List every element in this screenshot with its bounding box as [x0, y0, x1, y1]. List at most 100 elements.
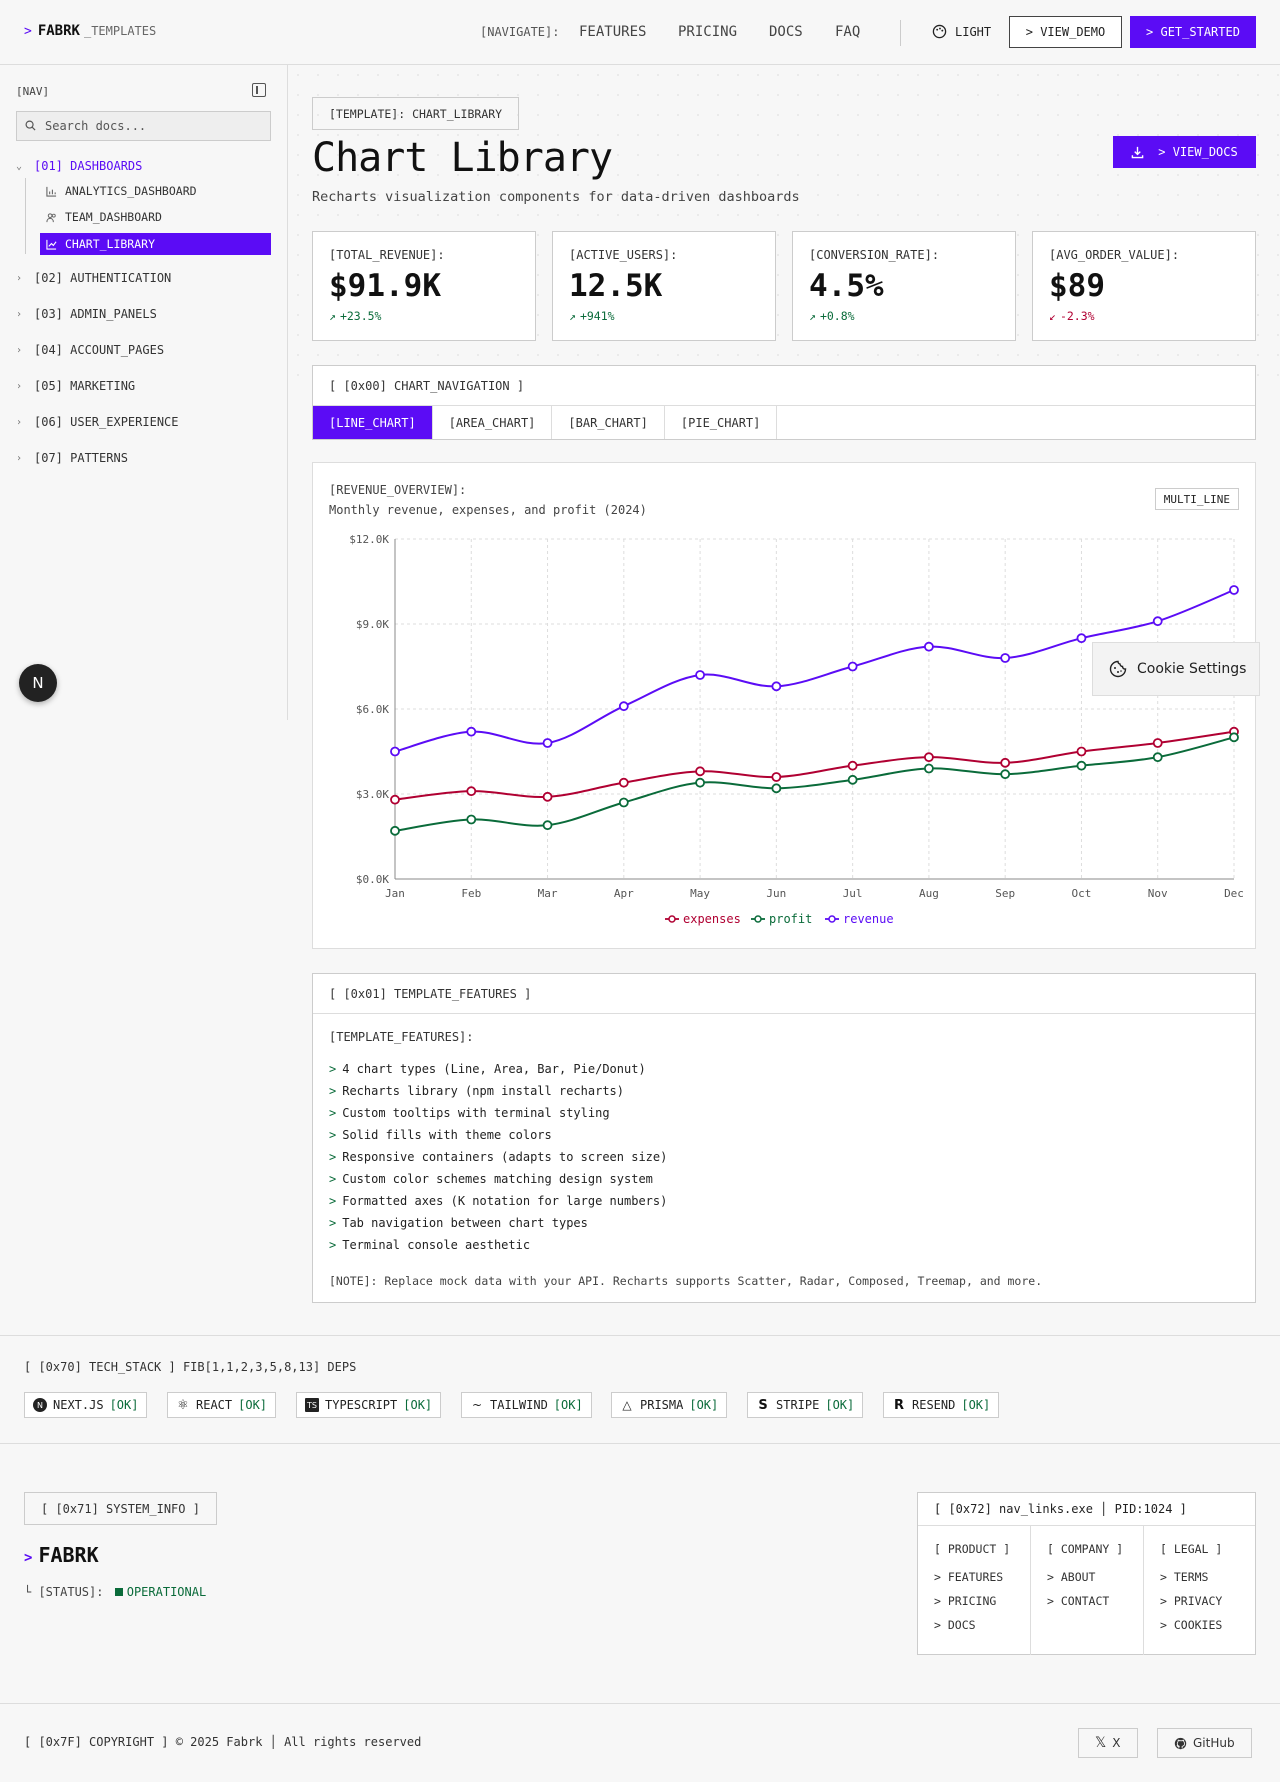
sidebar-section-account-pages[interactable]: › [04] ACCOUNT_PAGES — [16, 343, 164, 357]
collapse-sidebar-icon[interactable] — [252, 83, 266, 97]
sidebar: [NAV] Search docs... ⌄ [01] DASHBOARDS AN… — [0, 65, 288, 720]
x-tick-label: Jan — [385, 887, 405, 900]
y-tick-label: $6.0K — [356, 703, 389, 716]
data-point-expenses — [390, 794, 400, 805]
tab-bar-chart[interactable]: [BAR_CHART] — [552, 406, 665, 439]
footer-link-terms[interactable]: > TERMS — [1160, 1570, 1209, 1584]
footer-link-docs[interactable]: > DOCS — [934, 1618, 976, 1632]
sidebar-section-dashboards[interactable]: ⌄ [01] DASHBOARDS — [16, 159, 142, 173]
footer-link-cookies[interactable]: > COOKIES — [1160, 1618, 1223, 1632]
chevron-right-icon: › — [16, 344, 23, 356]
nextjs-logo-icon: N — [33, 1398, 47, 1412]
x-tick-label: Feb — [461, 887, 481, 900]
feature-item: > Terminal console aesthetic — [329, 1238, 531, 1252]
stat-delta: ↗ +941% — [569, 309, 615, 323]
data-point-expenses — [695, 766, 705, 777]
nextjs-dev-badge[interactable]: N — [19, 664, 57, 702]
view-docs-button[interactable]: > VIEW_DOCS — [1113, 136, 1256, 168]
footer-link-contact[interactable]: > CONTACT — [1047, 1594, 1110, 1608]
github-icon — [1174, 1737, 1187, 1749]
subitem-label: ANALYTICS_DASHBOARD — [65, 184, 197, 198]
chevron-right-icon: › — [16, 452, 23, 464]
x-tick-label: Apr — [614, 887, 634, 900]
sidebar-section-marketing[interactable]: › [05] MARKETING — [16, 379, 135, 393]
search-placeholder: Search docs... — [45, 119, 147, 133]
footer-link-pricing[interactable]: > PRICING — [934, 1594, 997, 1608]
cookie-label: Cookie Settings — [1137, 661, 1247, 677]
data-point-revenue — [771, 681, 782, 692]
data-point-revenue — [466, 726, 477, 737]
chevron-down-icon: ⌄ — [16, 160, 23, 172]
data-point-profit — [1229, 732, 1239, 743]
data-point-expenses — [771, 772, 782, 782]
stat-card-conversion-rate: [CONVERSION_RATE]: 4.5% ↗ +0.8% — [792, 231, 1016, 341]
sidebar-item-analytics-dashboard[interactable]: ANALYTICS_DASHBOARD — [40, 180, 271, 202]
footer-col-legal: [ LEGAL ] > TERMS > PRIVACY > COOKIES — [1144, 1526, 1257, 1655]
tech-chip-react: ⚛ REACT [OK] — [167, 1392, 277, 1418]
section-divider — [0, 1335, 1280, 1336]
tech-chip-tailwind: ~ TAILWIND [OK] — [461, 1392, 592, 1418]
sidebar-item-chart-library[interactable]: CHART_LIBRARY — [40, 233, 271, 255]
sidebar-section-patterns[interactable]: › [07] PATTERNS — [16, 451, 128, 465]
chart-navigation-panel: [ [0x00] CHART_NAVIGATION ] [LINE_CHART]… — [312, 365, 1256, 440]
header-divider — [900, 20, 901, 46]
nav-link-docs[interactable]: DOCS — [769, 24, 803, 40]
chart-tabs: [LINE_CHART] [AREA_CHART] [BAR_CHART] [P… — [313, 406, 1255, 439]
section-label: [01] DASHBOARDS — [34, 159, 143, 173]
features-list: >4 chart types (Line, Area, Bar, Pie/Don… — [329, 1062, 667, 1260]
data-point-revenue — [1152, 616, 1163, 627]
data-point-expenses — [924, 752, 934, 763]
cookie-settings-button[interactable]: Cookie Settings — [1092, 642, 1260, 696]
resend-logo-icon: R — [893, 1397, 904, 1413]
trend-down-icon: ↙ — [1049, 309, 1056, 323]
x-tick-label: Aug — [919, 887, 939, 900]
users-icon — [46, 212, 56, 222]
github-button[interactable]: GitHub — [1157, 1728, 1252, 1758]
nav-link-pricing[interactable]: PRICING — [678, 24, 738, 40]
theme-toggle[interactable]: LIGHT — [932, 24, 991, 39]
sidebar-label: [NAV] — [16, 85, 50, 98]
tab-line-chart[interactable]: [LINE_CHART] — [313, 406, 433, 439]
sidebar-section-authentication[interactable]: › [02] AUTHENTICATION — [16, 271, 171, 285]
tab-area-chart[interactable]: [AREA_CHART] — [433, 406, 553, 439]
get-started-button[interactable]: > GET_STARTED — [1130, 16, 1256, 48]
x-tick-label: Dec — [1224, 887, 1244, 900]
revenue-line-chart[interactable]: $0.0K $3.0K $6.0K $9.0K $12.0K Jan Feb Mar Apr Ma… — [313, 463, 1257, 950]
sidebar-item-team-dashboard[interactable]: TEAM_DASHBOARD — [40, 206, 271, 228]
stat-delta: ↗ +23.5% — [329, 309, 382, 323]
series-line-expenses — [394, 730, 1235, 801]
search-input[interactable]: Search docs... — [16, 111, 271, 141]
footer-link-about[interactable]: > ABOUT — [1047, 1570, 1096, 1584]
features-header: [ [0x01] TEMPLATE_FEATURES ] — [313, 974, 1255, 1014]
top-header: > FABRK _TEMPLATES [NAVIGATE]: FEATURES PR… — [0, 0, 1280, 65]
chart-heading: [REVENUE_OVERVIEW]: Monthly revenue, expe… — [329, 480, 647, 520]
feature-item: >4 chart types (Line, Area, Bar, Pie/Don… — [329, 1062, 646, 1076]
search-icon — [25, 120, 36, 131]
brand-logo[interactable]: > FABRK _TEMPLATES — [24, 23, 157, 39]
stat-value: 12.5K — [569, 268, 663, 304]
view-demo-button[interactable]: > VIEW_DEMO — [1009, 16, 1122, 48]
data-point-profit — [1152, 752, 1163, 763]
section-label: [06] USER_EXPERIENCE — [34, 415, 179, 429]
sidebar-section-admin-panels[interactable]: › [03] ADMIN_PANELS — [16, 307, 157, 321]
footer-link-features[interactable]: > FEATURES — [934, 1570, 1004, 1584]
data-point-profit — [542, 820, 553, 831]
sidebar-section-user-experience[interactable]: › [06] USER_EXPERIENCE — [16, 415, 179, 429]
data-point-profit — [924, 763, 934, 774]
stat-delta: ↗ +0.8% — [809, 309, 855, 323]
page-title: Chart Library — [312, 135, 613, 181]
line-chart-icon — [46, 239, 57, 250]
footer-link-privacy[interactable]: > PRIVACY — [1160, 1594, 1223, 1608]
data-point-profit — [1000, 769, 1011, 780]
data-point-revenue — [847, 661, 858, 672]
nav-link-features[interactable]: FEATURES — [579, 24, 647, 40]
data-point-expenses — [1152, 738, 1163, 748]
data-point-profit — [618, 797, 629, 808]
footer-col-company: [ COMPANY ] > ABOUT > CONTACT — [1031, 1526, 1144, 1655]
y-tick-label: $3.0K — [356, 788, 389, 801]
nav-link-faq[interactable]: FAQ — [835, 24, 861, 40]
tab-pie-chart[interactable]: [PIE_CHART] — [665, 406, 778, 439]
bar-chart-icon — [46, 186, 57, 197]
footer-brand[interactable]: > FABRK — [24, 1543, 99, 1567]
